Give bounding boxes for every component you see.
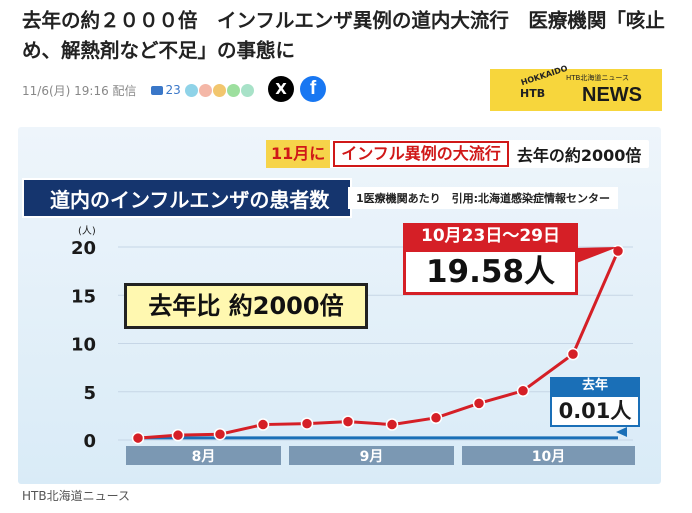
month-band <box>289 446 454 465</box>
y-tick-label: 15 <box>71 286 96 307</box>
data-point <box>171 428 185 442</box>
reaction-face-icon <box>226 83 240 97</box>
comment-count: 23 <box>165 83 181 97</box>
comment-link[interactable]: 23 <box>150 83 181 97</box>
reaction-face-icon <box>240 83 254 97</box>
data-point <box>300 417 314 430</box>
y-tick-label: 10 <box>71 335 96 356</box>
y-axis-label: (人) <box>78 225 96 237</box>
chart-title: 道内のインフルエンザの患者数 <box>22 178 352 218</box>
callout-pointer <box>574 247 618 264</box>
data-point <box>429 411 443 425</box>
month-label: 10月 <box>532 449 565 465</box>
reaction-face-icon <box>212 83 226 97</box>
data-point <box>131 431 145 445</box>
infographic-image: 11月に インフル異例の大流行 去年の約2000倍 道内のインフルエンザの患者数… <box>18 127 661 484</box>
y-tick-label: 20 <box>71 238 96 259</box>
line-chart: 0 5 10 15 20(人) 8月 9月 10月 <box>71 225 635 465</box>
yoy-label: 去年比 約2000倍 <box>124 283 368 329</box>
latest-callout: 10月23日～29日 19.58人 <box>403 223 578 295</box>
reaction-face-icon <box>198 83 212 97</box>
month-label: 9月 <box>360 449 384 465</box>
data-point <box>256 418 270 431</box>
data-point <box>213 427 227 441</box>
y-tick-label: 0 <box>83 431 96 452</box>
x-icon: X <box>275 80 287 98</box>
infographic-banner: 11月に インフル異例の大流行 去年の約2000倍 <box>266 140 650 168</box>
article-headline: 去年の約２０００倍 インフルエンザ異例の道内大流行 医療機関「咳止め、解熱剤など… <box>22 9 665 62</box>
data-point <box>472 397 486 410</box>
data-point <box>385 418 399 431</box>
image-caption: HTB北海道ニュース <box>22 489 130 503</box>
data-point <box>516 384 530 398</box>
chart-source: 1医療機関あたり 引用:北海道感染症情報センター <box>348 187 619 209</box>
share-x-button[interactable]: X <box>268 76 294 102</box>
data-point <box>341 415 355 428</box>
facebook-icon: f <box>309 78 317 99</box>
month-label: 8月 <box>192 449 216 465</box>
month-band <box>126 446 281 465</box>
last-year-box: 去年 0.01人 <box>550 377 640 427</box>
reaction-faces[interactable] <box>184 83 255 97</box>
y-tick-label: 5 <box>83 383 96 404</box>
series-line <box>137 250 620 440</box>
article-meta: 11/6(月) 19:16 配信 23 <box>22 79 255 101</box>
data-point <box>566 347 580 361</box>
last-year-arrow <box>616 427 627 437</box>
comment-icon <box>150 85 163 95</box>
reaction-face-icon <box>184 83 198 97</box>
publish-time: 11/6(月) 19:16 配信 <box>22 83 137 98</box>
data-point <box>611 244 625 258</box>
share-facebook-button[interactable]: f <box>300 76 326 102</box>
month-band <box>462 446 635 465</box>
htb-news-logo[interactable]: HOKKAIDO HTB HTB北海道ニュース NEWS <box>490 64 662 111</box>
